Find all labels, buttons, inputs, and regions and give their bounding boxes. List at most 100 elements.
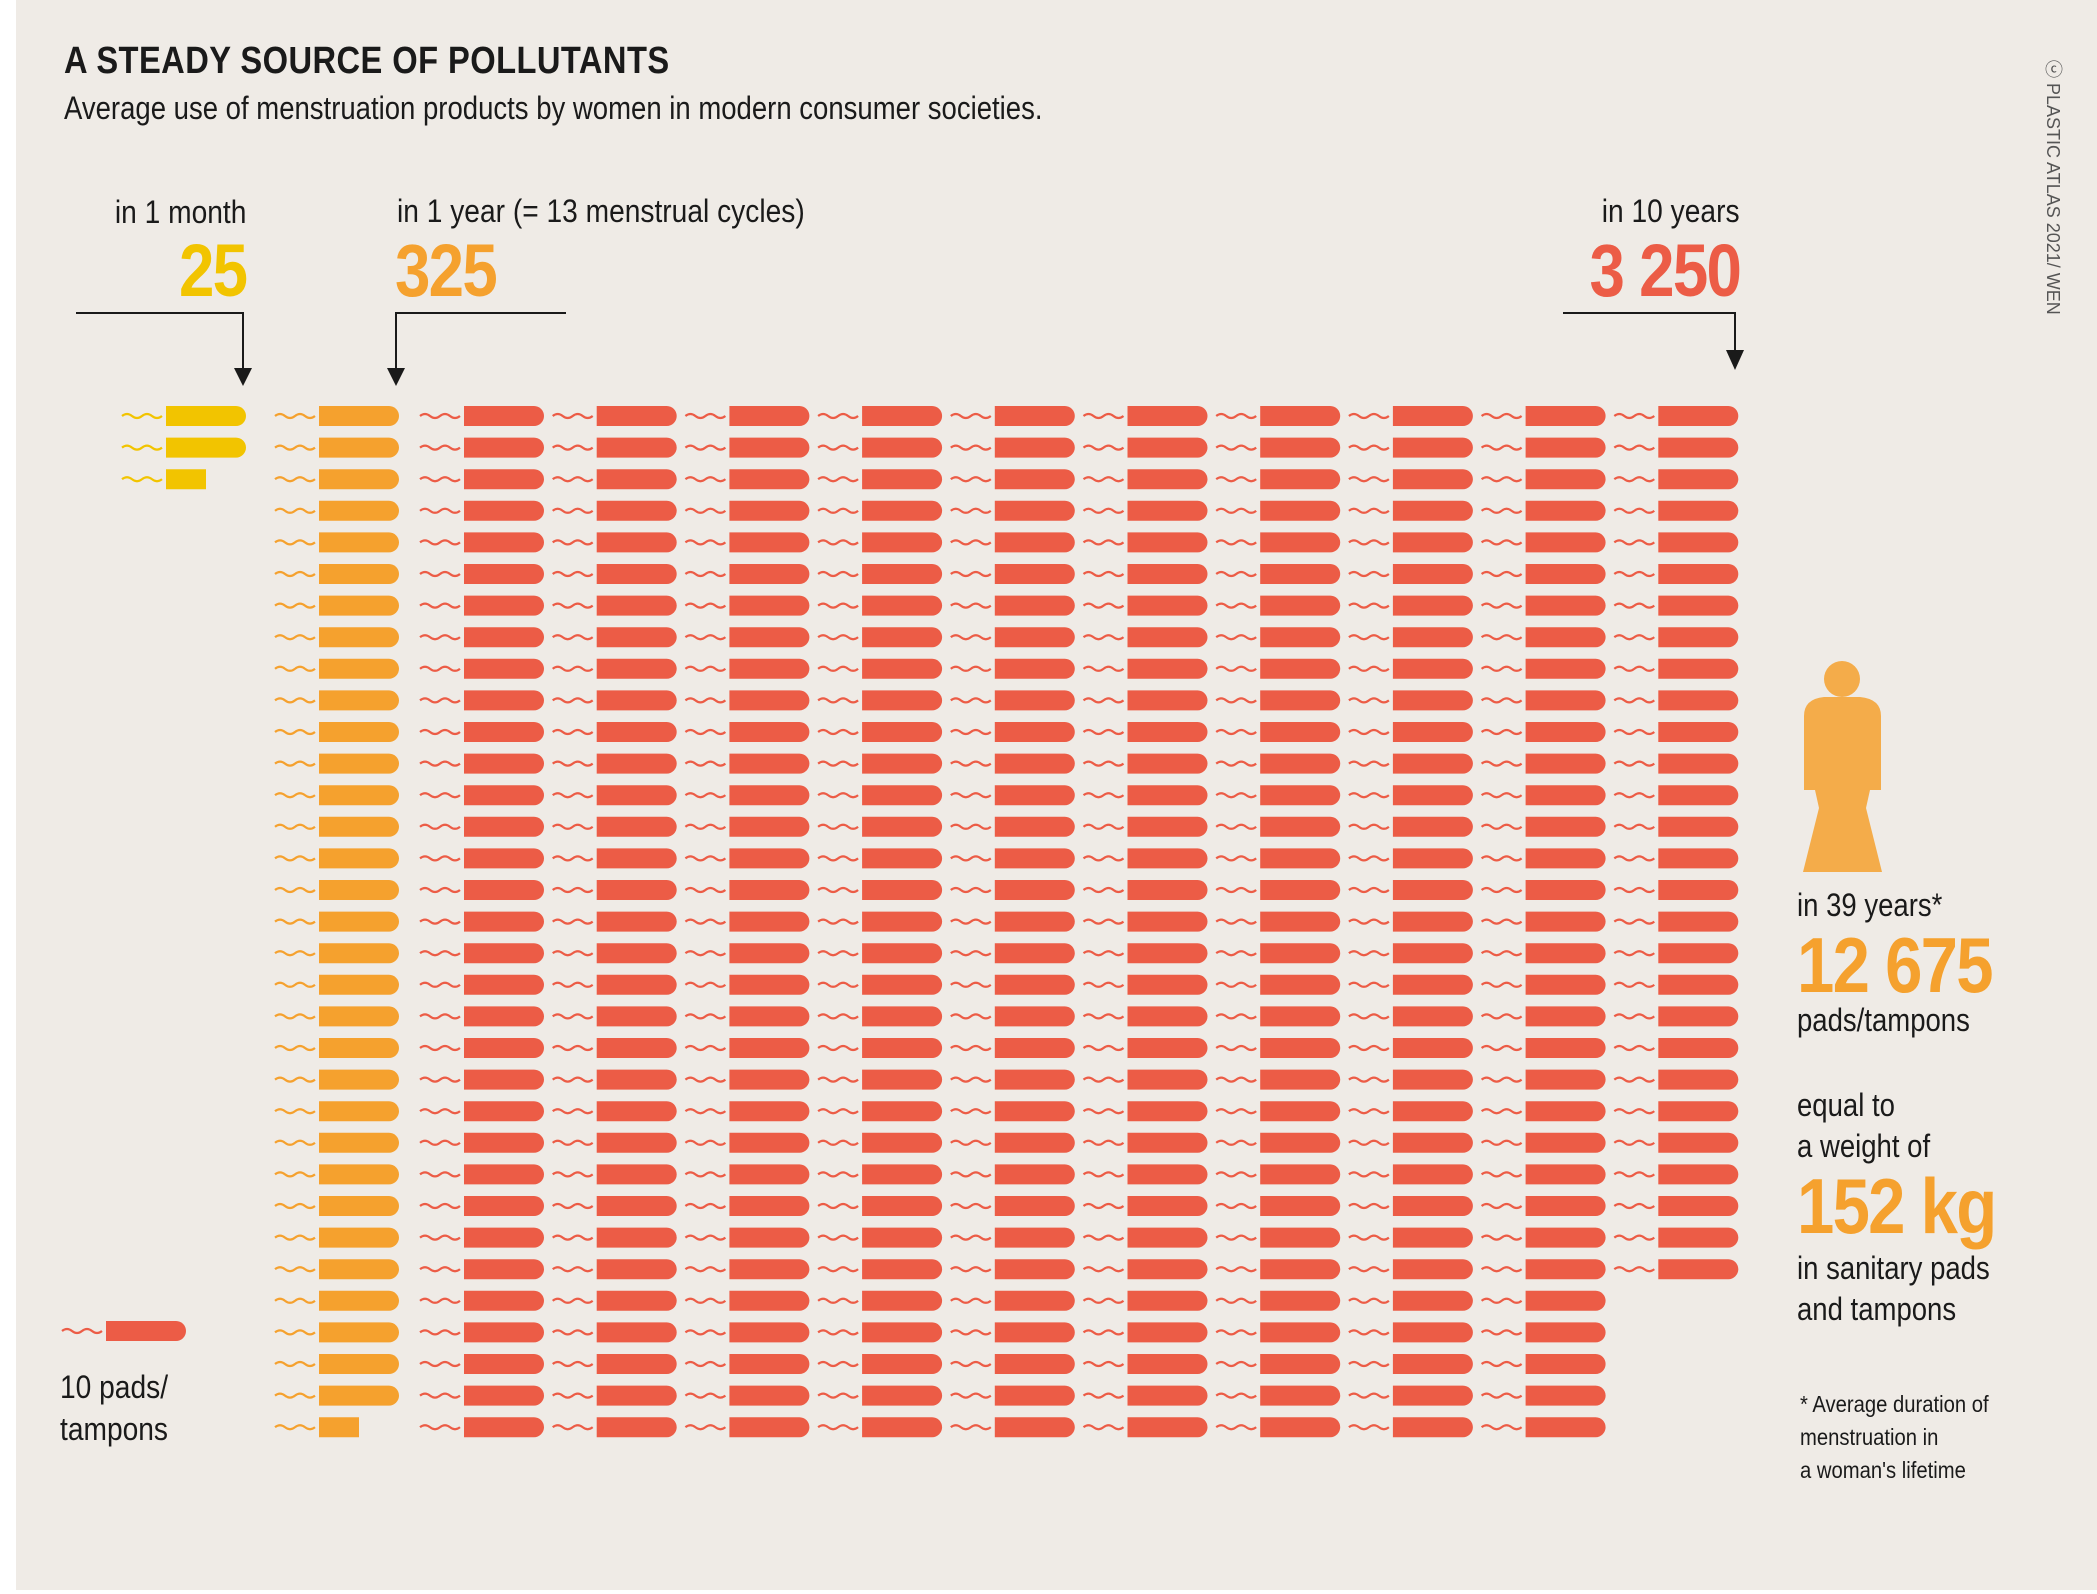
decade-mark-body <box>464 880 544 900</box>
decade-mark-string <box>1613 570 1655 578</box>
decade-mark-body <box>994 943 1075 964</box>
decade-mark-body <box>1127 722 1208 742</box>
decade-mark <box>552 1259 677 1280</box>
decade-mark-body <box>1392 848 1473 869</box>
year-mark-body <box>319 1259 399 1280</box>
decade-mark-string <box>1082 1013 1125 1020</box>
decade-mark-body <box>729 1069 810 1090</box>
decade-mark <box>1613 406 1739 426</box>
decade-mark-body <box>729 1196 810 1216</box>
decade-mark-body <box>862 595 943 616</box>
decade-mark <box>419 1101 544 1122</box>
year-mark <box>274 722 399 742</box>
decade-mark-string <box>1348 950 1390 957</box>
decade-mark-body <box>729 437 810 458</box>
decade-mark-body <box>464 722 544 742</box>
decade-mark <box>1215 469 1341 490</box>
decade-mark-string <box>552 1266 594 1273</box>
decade-mark <box>419 722 544 742</box>
year-mark <box>274 1322 399 1343</box>
decade-mark <box>552 532 677 553</box>
decade-mark <box>684 1196 810 1216</box>
decade-mark-string <box>1348 792 1390 799</box>
decade-mark-string <box>950 1171 992 1178</box>
decade-mark <box>1348 1132 1473 1153</box>
decade-mark-body <box>862 880 943 900</box>
decade-mark-body <box>1658 848 1739 869</box>
decade-mark-body <box>596 595 677 616</box>
decade-mark <box>817 1069 943 1090</box>
year-mark <box>274 753 399 774</box>
decade-mark-string <box>1480 1424 1523 1431</box>
decade-mark <box>1348 1196 1473 1216</box>
decade-mark-string <box>1348 1202 1390 1210</box>
decade-mark-body <box>994 437 1075 458</box>
decade-mark-string <box>684 602 727 609</box>
decade-mark <box>419 1132 544 1153</box>
decade-mark-body <box>464 1006 544 1027</box>
decade-mark <box>684 690 810 711</box>
decade-mark <box>1082 848 1208 869</box>
decade-mark <box>950 880 1075 900</box>
decade-mark <box>1215 1290 1341 1311</box>
year-mark-string <box>274 1297 316 1304</box>
decade-mark-string <box>419 1392 461 1399</box>
decade-mark <box>817 1227 943 1248</box>
decade-mark-body <box>1658 1101 1739 1122</box>
decade-mark-string <box>684 1360 727 1368</box>
decade-mark <box>1348 690 1473 711</box>
decade-mark-body <box>596 437 677 458</box>
decade-mark-string <box>1215 1392 1257 1399</box>
decade-mark-string <box>1480 950 1523 957</box>
decade-mark-body <box>464 500 544 521</box>
decade-mark-body <box>729 880 810 900</box>
year-mark-body <box>319 564 399 584</box>
decade-mark <box>1082 1006 1208 1027</box>
decade-mark <box>552 1417 677 1438</box>
decade-mark-body <box>1392 406 1473 426</box>
decade-mark-string <box>684 539 727 546</box>
decade-mark <box>552 1385 677 1406</box>
decade-mark-string <box>684 823 727 830</box>
decade-mark-string <box>419 1013 461 1020</box>
decade-mark-body <box>862 1069 943 1090</box>
year-mark <box>274 1132 399 1153</box>
decade-mark <box>419 658 544 679</box>
decade-mark-string <box>950 1044 992 1052</box>
decade-mark <box>684 500 810 521</box>
year-mark-body <box>319 911 399 932</box>
decade-mark <box>817 595 943 616</box>
decade-mark <box>1082 943 1208 964</box>
decade-mark <box>1215 1322 1341 1343</box>
decade-mark-string <box>817 855 859 862</box>
decade-mark <box>419 848 544 869</box>
decade-mark-string <box>552 981 594 988</box>
decade-mark-body <box>1392 785 1473 806</box>
decade-mark <box>1082 1354 1208 1374</box>
decade-mark-body <box>1658 627 1739 648</box>
decade-mark-body <box>1658 1006 1739 1027</box>
decade-mark-body <box>862 1385 943 1406</box>
year-mark-string <box>274 476 316 483</box>
decade-mark-string <box>817 570 859 578</box>
decade-mark-string <box>684 1013 727 1020</box>
decade-mark-string <box>419 886 461 894</box>
decade-mark <box>419 1196 544 1216</box>
decade-mark <box>1082 1196 1208 1216</box>
decade-mark <box>1348 1164 1473 1185</box>
decade-mark <box>1348 1101 1473 1122</box>
decade-mark-string <box>1082 981 1125 988</box>
decade-mark-string <box>419 1297 461 1304</box>
decade-mark-body <box>994 1132 1075 1153</box>
decade-mark-body <box>1525 1385 1606 1406</box>
decade-mark <box>950 753 1075 774</box>
decade-mark <box>1215 1385 1341 1406</box>
decade-mark-string <box>1613 886 1655 894</box>
decade-mark <box>1215 722 1341 742</box>
decade-mark-string <box>1480 823 1523 830</box>
decade-mark-body <box>994 1196 1075 1216</box>
decade-mark-body <box>994 1290 1075 1311</box>
decade-mark-string <box>419 1266 461 1273</box>
decade-mark-string <box>1082 1076 1125 1083</box>
year-mark <box>274 627 399 648</box>
